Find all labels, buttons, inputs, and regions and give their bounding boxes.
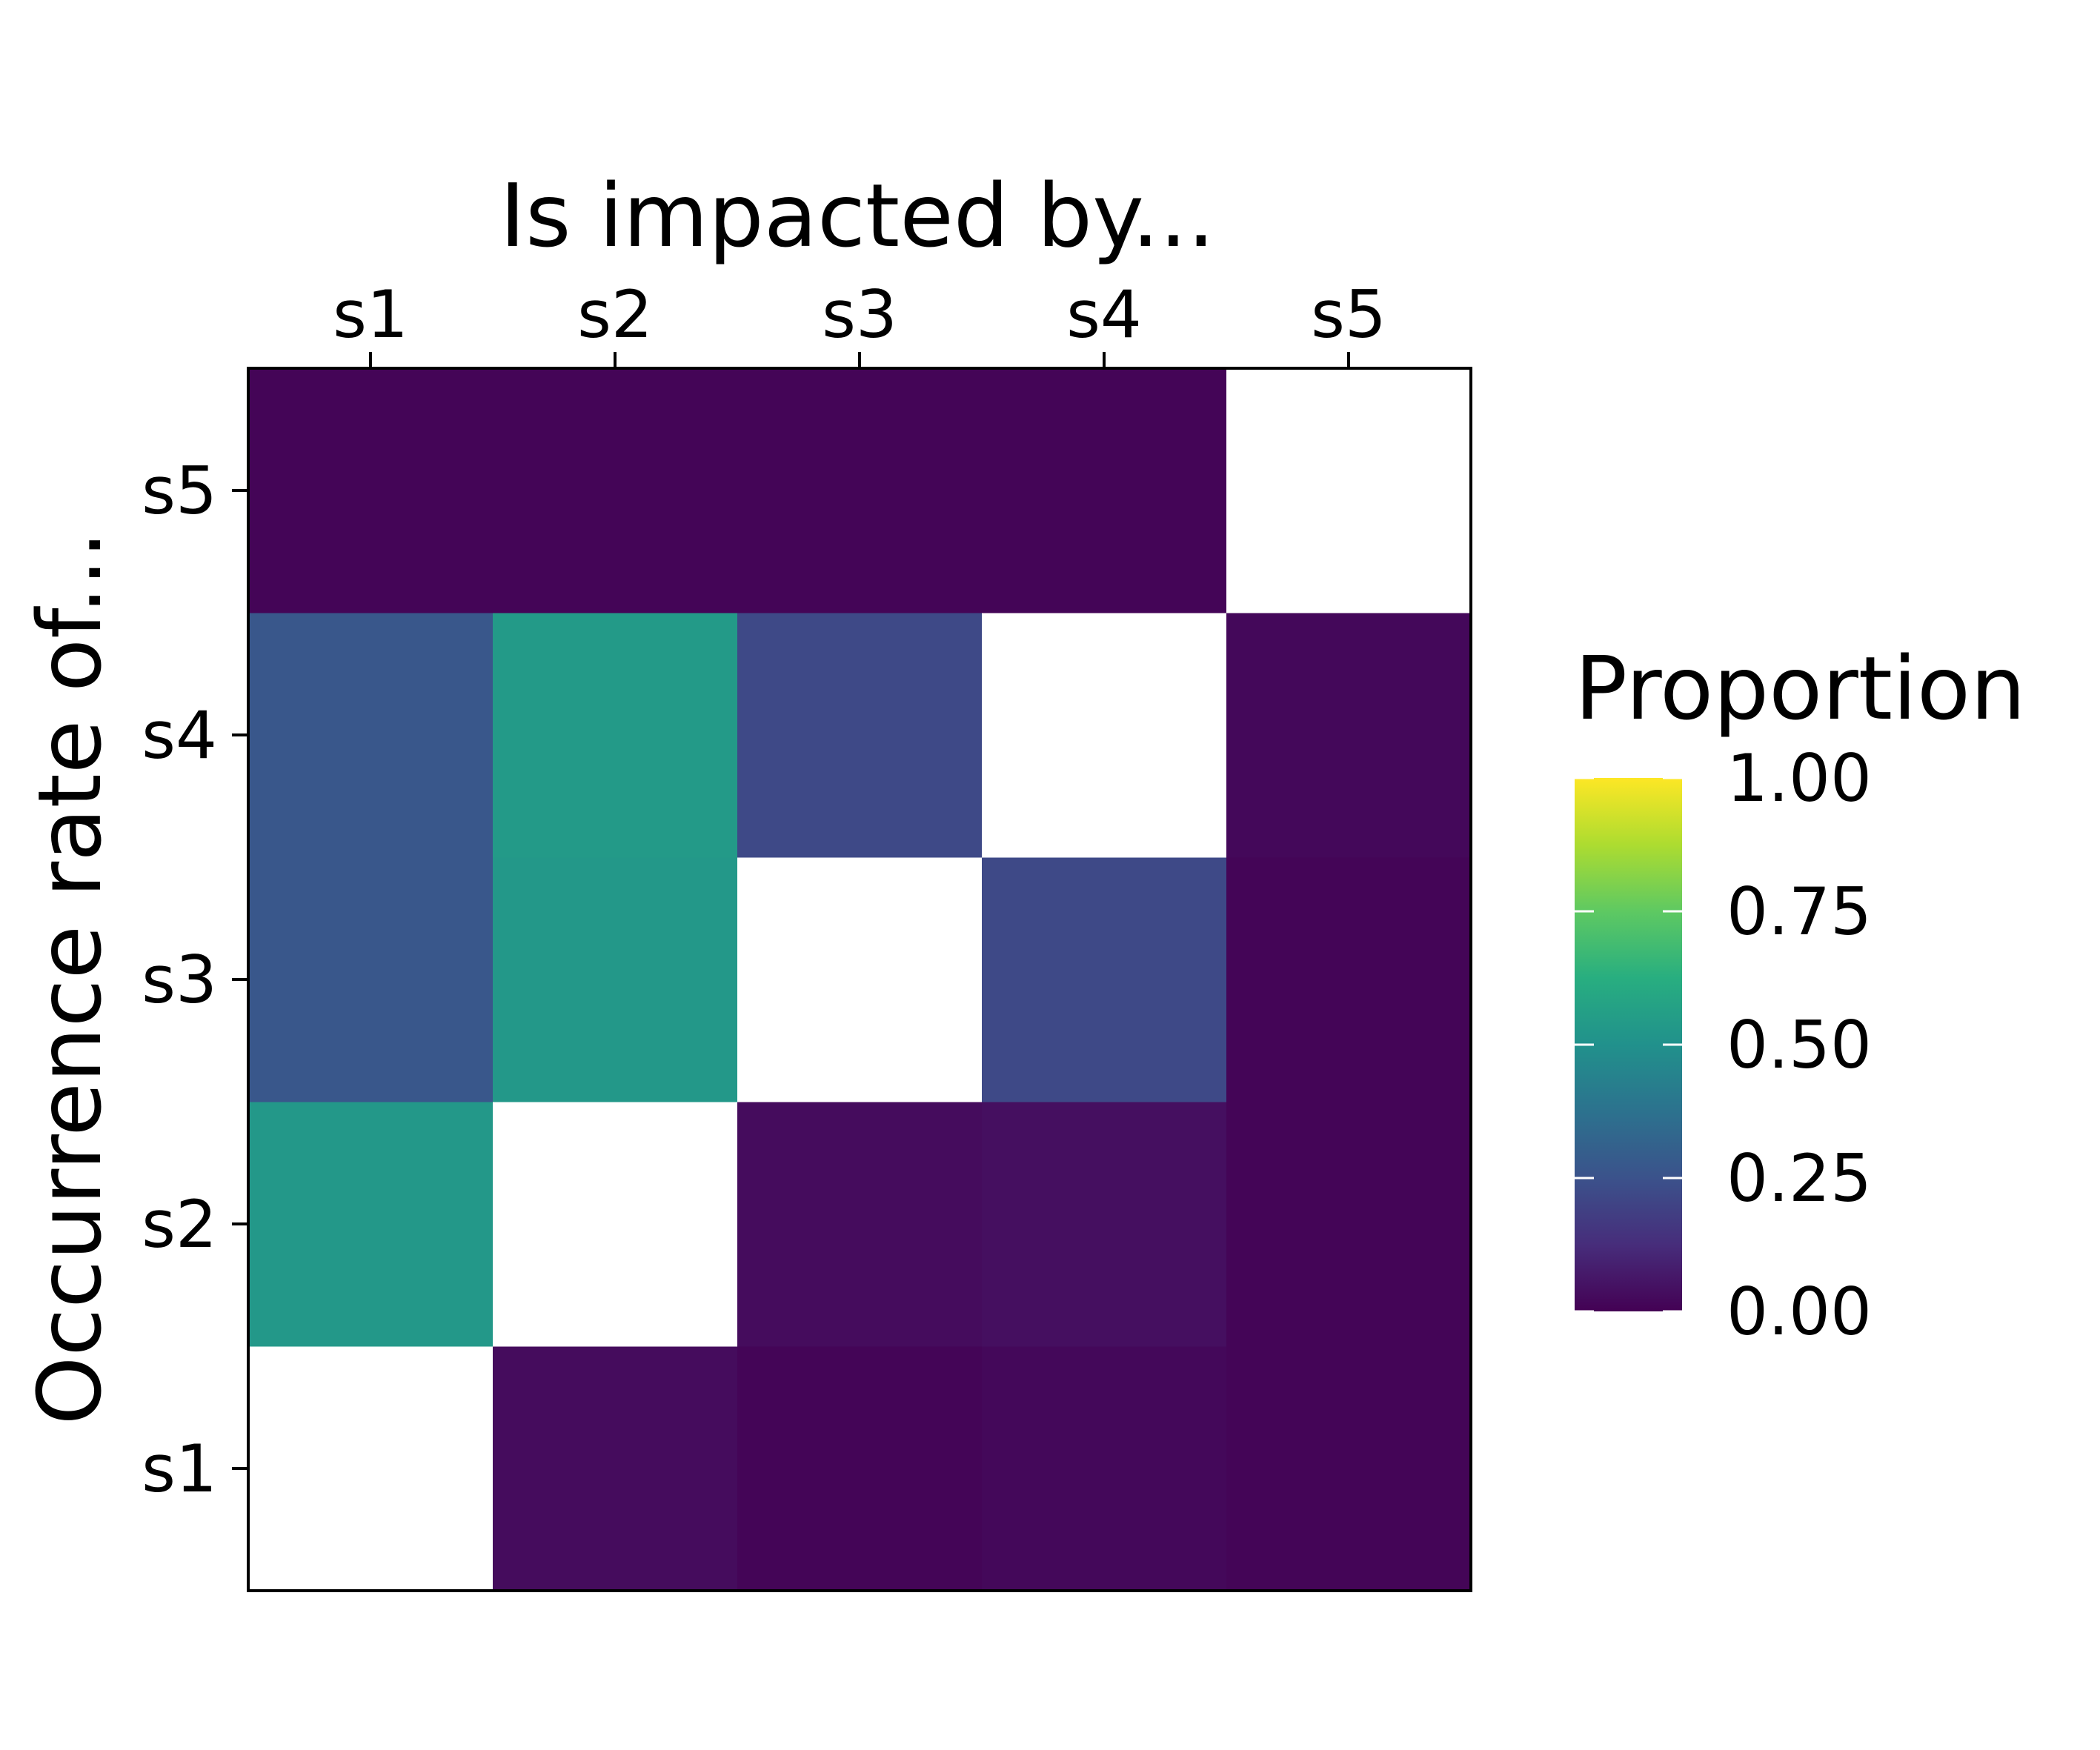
colorbar-tick-label: 0.50: [1727, 1007, 1872, 1083]
heatmap-cell-s2-s1: [248, 1102, 494, 1347]
x-tick-label: s5: [1311, 276, 1386, 353]
heatmap-cell-s2-s3: [737, 1102, 983, 1347]
heatmap-cell-s3-s4: [982, 857, 1227, 1102]
heatmap-cell-s4-s1: [248, 613, 494, 858]
heatmap-cell-s4-s3: [737, 613, 983, 858]
heatmap-cell-s2-s5: [1226, 1102, 1472, 1347]
heatmap-cell-s4-s4: [982, 613, 1227, 858]
x-axis-title: Is impacted by...: [499, 164, 1215, 267]
colorbar-tick-label: 1.00: [1727, 740, 1872, 816]
heatmap-cell-s1-s4: [982, 1346, 1227, 1591]
colorbar-tick-label: 0.25: [1727, 1140, 1872, 1217]
heatmap-cell-s5-s3: [737, 368, 983, 613]
heatmap-cell-s3-s3: [737, 857, 983, 1102]
heatmap-cells: [248, 368, 1472, 1591]
heatmap-cell-s2-s2: [493, 1102, 738, 1347]
y-tick-label: s4: [142, 697, 217, 773]
y-tick-label: s5: [142, 453, 217, 529]
heatmap-cell-s3-s5: [1226, 857, 1472, 1102]
colorbar-tick-label: 0.75: [1727, 874, 1872, 950]
colorbar-tick-label: 0.00: [1727, 1274, 1872, 1350]
heatmap-cell-s5-s1: [248, 368, 494, 613]
heatmap-cell-s4-s5: [1226, 613, 1472, 858]
x-axis-ticks: s1 s2 s3 s4 s5: [333, 276, 1386, 368]
y-tick-label: s2: [142, 1186, 217, 1262]
heatmap-cell-s5-s5: [1226, 368, 1472, 613]
heatmap-cell-s5-s4: [982, 368, 1227, 613]
y-tick-label: s1: [142, 1431, 217, 1507]
heatmap-cell-s1-s2: [493, 1346, 738, 1591]
y-tick-label: s3: [142, 942, 217, 1018]
x-tick-label: s1: [333, 276, 408, 353]
heatmap-cell-s1-s1: [248, 1346, 494, 1591]
heatmap-cell-s1-s5: [1226, 1346, 1472, 1591]
x-tick-label: s3: [822, 276, 897, 353]
legend-title: Proportion: [1575, 637, 2026, 739]
heatmap-cell-s4-s2: [493, 613, 738, 858]
heatmap-cell-s3-s2: [493, 857, 738, 1102]
heatmap-cell-s5-s2: [493, 368, 738, 613]
y-axis-ticks: s1 s2 s3 s4 s5: [142, 453, 248, 1507]
x-tick-label: s2: [577, 276, 653, 353]
colorbar-ticks: 0.00 0.25 0.50 0.75 1.00: [1575, 740, 1872, 1350]
heatmap-cell-s2-s4: [982, 1102, 1227, 1347]
x-tick-label: s4: [1066, 276, 1142, 353]
heatmap-cell-s3-s1: [248, 857, 494, 1102]
y-axis-title: Occurrence rate of...: [19, 530, 121, 1425]
heatmap-cell-s1-s3: [737, 1346, 983, 1591]
plot-border: [247, 367, 1472, 1592]
